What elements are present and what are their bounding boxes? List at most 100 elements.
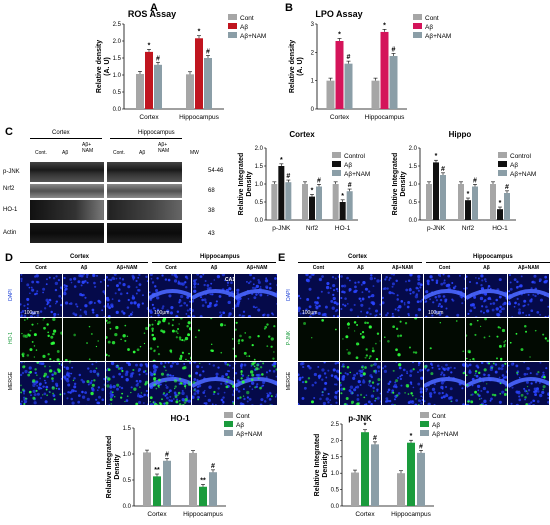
category-label: Nrf2 — [462, 225, 475, 232]
microscopy-panel-d: Cortex Hippocampus Cont Aβ Aβ+NAM Cont A… — [0, 254, 280, 408]
category-label: Hippocampus — [179, 114, 219, 121]
micro-col-label: Cont — [312, 265, 325, 271]
y-tick-label: 0.0 — [409, 218, 418, 224]
category-label: Cortex — [330, 114, 350, 121]
micrograph-tile — [20, 316, 64, 363]
micro-col-label: Cont — [165, 265, 177, 271]
legend-entry: Cont — [432, 413, 446, 420]
y-tick-label: 2.0 — [113, 39, 122, 45]
y-tick-label: 1.0 — [123, 452, 132, 458]
significance-mark: # — [473, 177, 477, 184]
chart-title: p-JNK — [348, 414, 372, 423]
significance-mark: # — [505, 184, 509, 191]
significance-mark: * — [311, 187, 314, 194]
micro-header-cortex: Cortex — [348, 254, 368, 260]
y-tick-label: 2.5 — [331, 422, 340, 428]
legend-swatch — [498, 170, 507, 176]
legend-entry: Aβ+NAM — [344, 171, 370, 178]
micrograph-tile — [464, 361, 510, 408]
bar — [339, 202, 346, 220]
micro-col-label: Aβ+NAM — [518, 265, 539, 271]
micrograph-image — [464, 361, 510, 408]
y-tick-label: 1.0 — [113, 73, 122, 79]
panel-label-c: C — [5, 126, 13, 138]
y-tick-label: 1.5 — [123, 426, 132, 432]
mw-value: 43 — [208, 231, 215, 237]
y-tick-label: 2.0 — [331, 438, 340, 444]
significance-mark: # — [441, 166, 445, 173]
bar — [472, 186, 478, 220]
micro-col-label: Cont — [438, 265, 451, 271]
legend-swatch — [332, 161, 341, 167]
significance-mark: # — [373, 435, 377, 442]
panel-label-e: E — [278, 252, 286, 264]
bar — [344, 63, 353, 109]
y-tick-label: 2.5 — [113, 22, 122, 28]
significance-mark: * — [148, 42, 151, 49]
micro-row-label: P-JNK — [286, 330, 292, 346]
y-tick-label: 1.0 — [255, 182, 264, 188]
scale-bar-label: 100μm — [154, 310, 170, 316]
legend-swatch — [498, 152, 507, 158]
bar — [407, 442, 415, 506]
y-axis-label: Relative IntegratedDensity — [238, 153, 253, 216]
micrograph-tile — [192, 317, 235, 363]
micrograph-image — [63, 361, 107, 407]
legend-swatch — [413, 32, 422, 38]
legend-swatch — [228, 32, 237, 38]
chart-title: Hippo — [449, 130, 472, 139]
legend-entry: Aβ — [236, 422, 244, 429]
micrograph-image — [190, 360, 237, 408]
micrograph-tile — [18, 361, 65, 407]
micrograph-tile — [63, 272, 107, 318]
micrograph-tile — [233, 273, 280, 319]
micrograph-tile — [508, 318, 550, 362]
micro-row-label: DAPI — [286, 289, 292, 301]
micro-col-label: Aβ — [483, 265, 490, 271]
significance-mark: ** — [154, 467, 160, 474]
y-tick-label: 1.5 — [331, 455, 340, 461]
micrograph-image — [105, 361, 151, 407]
scale-bar-label: 100μm — [24, 310, 40, 316]
significance-mark: # — [286, 173, 290, 180]
y-tick-label: 1.5 — [113, 56, 122, 62]
mw-label: MW — [190, 150, 199, 156]
bar — [417, 452, 425, 506]
micrograph-tile — [19, 273, 64, 319]
chart-title: Cortex — [289, 130, 315, 139]
micrograph-tile — [296, 360, 342, 408]
microscopy-panel-e: Cortex Hippocampus Cont Aβ Aβ+NAM Cont A… — [278, 254, 550, 408]
micro-header-cortex: Cortex — [70, 254, 90, 260]
lane-label: Cont. — [35, 150, 47, 156]
bar — [490, 184, 496, 220]
lane-label: Aβ+ NAM — [158, 142, 170, 154]
category-label: Cortex — [139, 114, 159, 121]
micro-header-hippocampus: Hippocampus — [473, 254, 513, 260]
y-tick-label: 1.5 — [255, 164, 264, 170]
micro-grid-e — [296, 272, 550, 408]
legend-entry: Aβ+NAM — [510, 171, 536, 178]
micrograph-image — [233, 273, 280, 319]
legend-swatch — [228, 23, 237, 29]
micrograph-tile — [190, 360, 237, 408]
micrograph-image — [381, 272, 424, 319]
significance-mark: # — [347, 54, 351, 61]
significance-mark: ** — [200, 477, 206, 484]
micrograph-image — [19, 273, 64, 319]
micrograph-tile — [233, 361, 279, 408]
category-label: Hippocampus — [183, 511, 223, 518]
bar — [380, 31, 389, 109]
micrograph-image — [63, 318, 106, 363]
micrograph-tile — [422, 362, 467, 406]
micrograph-tile — [424, 318, 466, 362]
micrograph-tile — [506, 274, 550, 319]
lane-label: Aβ+ NAM — [82, 142, 94, 154]
bar — [209, 472, 217, 506]
bar — [426, 184, 432, 220]
legend-swatch — [498, 161, 507, 167]
micrograph-tile — [381, 361, 426, 407]
panel-label-d: D — [5, 252, 13, 264]
micro-col-label: Aβ+NAM — [246, 265, 268, 271]
panel-label-b: B — [285, 2, 293, 14]
